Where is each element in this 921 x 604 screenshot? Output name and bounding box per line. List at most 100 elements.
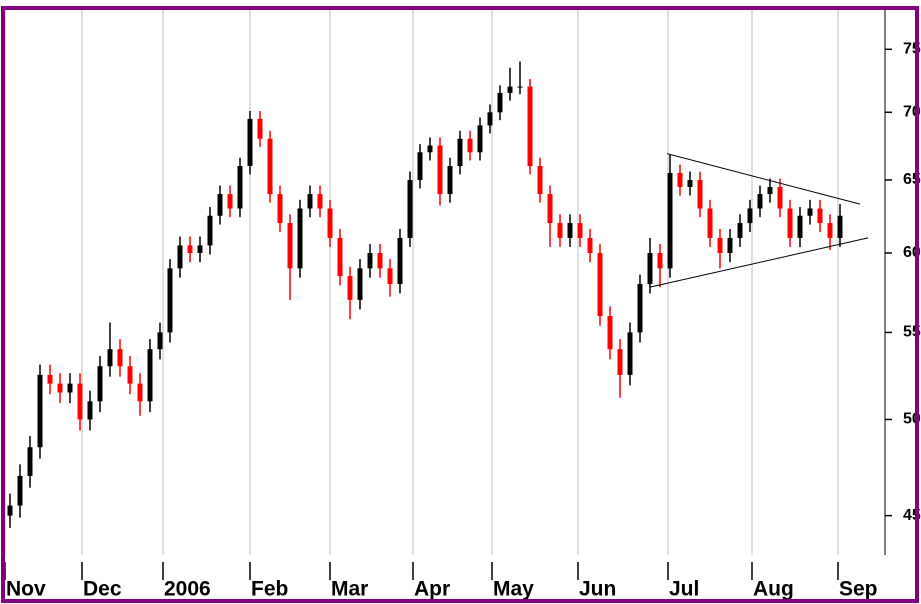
bar-body — [347, 276, 353, 300]
bar-body — [207, 215, 213, 246]
bar-body — [777, 186, 783, 209]
bar-body — [37, 374, 43, 448]
bar-body — [387, 268, 393, 284]
bar-body — [737, 223, 743, 238]
bar-body — [437, 145, 443, 195]
bar-body — [627, 332, 633, 375]
bar-body — [157, 332, 163, 350]
bar-body — [427, 145, 433, 153]
bar-body — [97, 366, 103, 402]
bar-body — [27, 447, 33, 476]
x-tick-label: Sep — [839, 578, 878, 601]
bar-body — [617, 349, 623, 375]
x-tick-label: Apr — [414, 578, 450, 601]
bar-body — [567, 223, 573, 238]
bar-body — [107, 349, 113, 367]
bar-body — [837, 215, 843, 238]
bar-body — [277, 194, 283, 224]
bar-body — [47, 374, 53, 384]
bar-body — [827, 223, 833, 238]
bar-body — [557, 223, 563, 238]
bar-body — [537, 166, 543, 195]
bar-body — [177, 245, 183, 269]
bar-body — [497, 92, 503, 113]
bar-body — [337, 237, 343, 277]
bar-body — [717, 237, 723, 254]
bar-body — [127, 366, 133, 384]
bar-body — [17, 475, 23, 506]
bar-body — [647, 253, 653, 284]
bar-body — [517, 86, 523, 88]
bar-body — [707, 208, 713, 238]
bar-body — [257, 118, 263, 139]
trendline — [649, 237, 869, 288]
bar-body — [577, 223, 583, 238]
bar-body — [597, 253, 603, 316]
bar-body — [807, 208, 813, 216]
bar-body — [367, 253, 373, 269]
bar-body — [797, 215, 803, 238]
bar-body — [197, 245, 203, 254]
bar-body — [757, 194, 763, 209]
bar-body — [447, 166, 453, 195]
bar-body — [587, 237, 593, 254]
bar-body — [407, 179, 413, 238]
bar-body — [817, 208, 823, 224]
bar-body — [687, 179, 693, 187]
bar-body — [227, 194, 233, 209]
bar-body — [697, 179, 703, 209]
bar-body — [527, 86, 533, 167]
bar-body — [137, 383, 143, 402]
bar-body — [657, 253, 663, 269]
bar-body — [77, 383, 83, 420]
x-tick-label: Dec — [83, 578, 122, 601]
bar-body — [147, 349, 153, 402]
bar-body — [787, 208, 793, 238]
bar-body — [457, 138, 463, 167]
bar-body — [67, 383, 73, 393]
bar-body — [417, 152, 423, 180]
bar-body — [637, 283, 643, 333]
bar-body — [297, 208, 303, 269]
bar-body — [217, 194, 223, 216]
bar-body — [377, 253, 383, 269]
frame — [1, 6, 919, 603]
bar-body — [467, 138, 473, 153]
bar-body — [547, 194, 553, 224]
bar-body — [477, 125, 483, 153]
x-tick-label: 2006 — [164, 578, 211, 601]
bar-body — [357, 268, 363, 300]
bar-body — [507, 86, 513, 93]
bar-body — [607, 315, 613, 350]
x-tick-label: Feb — [251, 578, 288, 601]
bar-body — [767, 186, 773, 195]
bar-body — [747, 208, 753, 224]
bar-body — [167, 268, 173, 333]
bar-body — [727, 237, 733, 254]
trendline — [666, 153, 861, 205]
bar-body — [317, 194, 323, 209]
bar-body — [187, 245, 193, 254]
bar-body — [87, 401, 93, 420]
bar-body — [7, 505, 13, 516]
bar-body — [237, 166, 243, 209]
bar-body — [667, 172, 673, 269]
bar-body — [327, 208, 333, 238]
x-tick-label: Jun — [579, 578, 616, 601]
bar-body — [267, 138, 273, 195]
x-tick-label: Mar — [331, 578, 368, 601]
bar-body — [397, 237, 403, 284]
x-tick-label: May — [493, 578, 534, 601]
bar-body — [57, 383, 63, 393]
bar-body — [287, 223, 293, 269]
x-tick-label: Nov — [6, 578, 46, 601]
bar-body — [117, 349, 123, 367]
bar-body — [247, 118, 253, 167]
bar-body — [487, 112, 493, 126]
bar-body — [677, 172, 683, 187]
x-tick-label: Aug — [753, 578, 794, 601]
x-tick-label: Jul — [669, 578, 699, 601]
